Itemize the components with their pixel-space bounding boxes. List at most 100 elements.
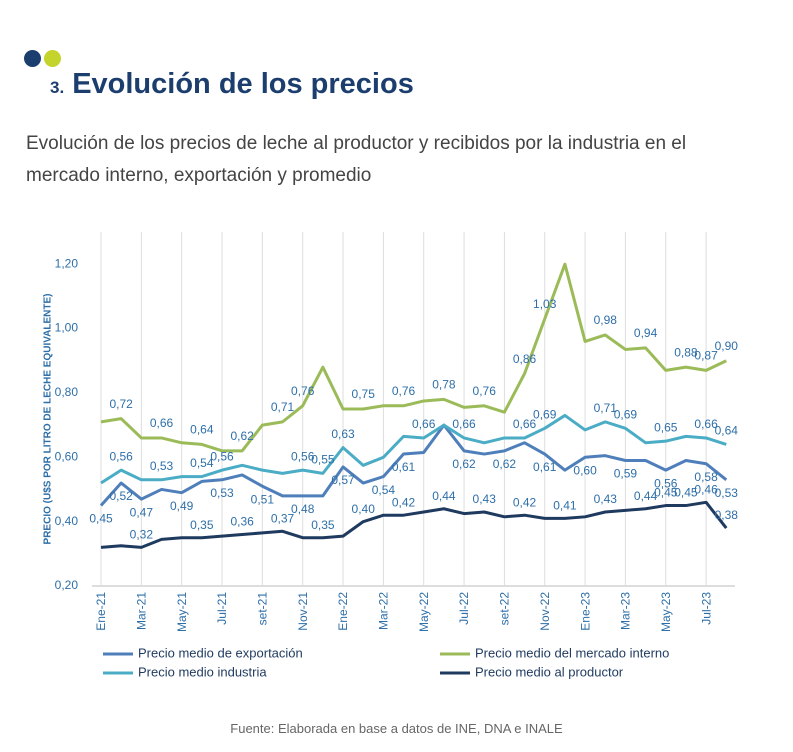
x-tick-label: May-23 (659, 592, 673, 632)
data-label: 0,62 (231, 429, 255, 443)
data-label: 0,57 (331, 473, 355, 487)
data-label: 0,46 (694, 482, 718, 496)
data-label: 0,78 (432, 378, 456, 392)
data-label: 0,54 (190, 456, 214, 470)
x-tick-label: set-21 (256, 592, 270, 626)
x-tick-label: set-22 (498, 592, 512, 626)
data-label: 1,03 (533, 297, 557, 311)
data-label: 0,69 (533, 407, 557, 421)
data-label: 0,64 (190, 423, 214, 437)
x-tick-label: Nov-21 (296, 592, 310, 631)
data-label: 0,56 (654, 476, 678, 490)
x-tick-label: Jul-22 (457, 592, 471, 625)
data-label: 0,35 (311, 518, 335, 532)
x-tick-label: Mar-22 (377, 592, 391, 630)
data-label: 0,45 (89, 512, 113, 526)
y-tick-label: 1,20 (55, 256, 79, 270)
data-label: 0,48 (291, 502, 315, 516)
data-label: 0,63 (331, 427, 355, 441)
x-tick-label: Jul-23 (699, 592, 713, 625)
data-label: 0,65 (654, 420, 678, 434)
data-label: 0,69 (614, 407, 638, 421)
data-label: 0,54 (372, 483, 396, 497)
legend-label: Precio medio industria (138, 664, 267, 679)
data-label: 0,37 (271, 511, 295, 525)
data-label: 0,43 (473, 492, 497, 506)
data-label: 0,76 (291, 384, 315, 398)
data-label: 0,40 (352, 502, 376, 516)
data-label: 0,56 (291, 449, 315, 463)
data-label: 0,51 (251, 492, 275, 506)
data-label: 0,53 (210, 486, 234, 500)
data-label: 0,32 (130, 528, 154, 542)
x-tick-label: Nov-22 (538, 592, 552, 631)
data-label: 0,45 (674, 486, 698, 500)
data-label: 0,62 (493, 457, 517, 471)
x-tick-label: Mar-21 (135, 592, 149, 630)
decor-dots (24, 50, 64, 72)
y-tick-label: 0,20 (55, 578, 79, 592)
data-label: 0,71 (594, 401, 618, 415)
data-label: 0,88 (674, 345, 698, 359)
data-label: 0,43 (594, 492, 618, 506)
header: 3. Evolución de los precios (50, 68, 414, 101)
y-tick-label: 0,40 (55, 514, 79, 528)
data-label: 0,98 (594, 313, 618, 327)
data-label: 0,53 (715, 486, 739, 500)
data-label: 0,62 (452, 457, 476, 471)
data-label: 0,64 (715, 424, 739, 438)
data-label: 0,66 (694, 417, 718, 431)
data-label: 0,42 (513, 495, 537, 509)
data-label: 0,56 (210, 449, 234, 463)
data-label: 0,59 (614, 467, 638, 481)
series-line (100, 413, 727, 485)
series-line (99, 423, 728, 507)
data-label: 0,90 (715, 339, 739, 353)
x-tick-label: May-21 (175, 592, 189, 632)
data-label: 0,66 (452, 417, 476, 431)
y-axis-label: PRECIO (U$S POR LITRO DE LECHE EQUIVALEN… (43, 294, 54, 545)
data-label: 0,60 (573, 463, 597, 477)
x-tick-label: Ene-23 (578, 592, 592, 631)
data-label: 0,94 (634, 326, 658, 340)
data-label: 0,44 (432, 489, 456, 503)
y-tick-label: 0,80 (55, 385, 79, 399)
data-label: 0,87 (694, 349, 718, 363)
series-line (100, 500, 728, 549)
section-number: 3. (50, 78, 65, 97)
y-tick-label: 1,00 (55, 321, 79, 335)
data-label: 0,47 (130, 505, 154, 519)
data-label: 0,75 (352, 387, 376, 401)
data-label: 0,66 (412, 417, 436, 431)
data-label: 0,52 (109, 489, 133, 503)
data-label: 0,61 (392, 460, 416, 474)
x-tick-label: Ene-21 (94, 592, 108, 631)
data-label: 0,58 (694, 470, 718, 484)
data-label: 0,66 (513, 417, 537, 431)
data-label: 0,42 (392, 495, 416, 509)
data-label: 0,49 (170, 499, 194, 513)
data-label: 0,35 (190, 518, 214, 532)
legend-label: Precio medio de exportación (138, 645, 303, 660)
data-label: 0,66 (150, 416, 174, 430)
y-tick-label: 0,60 (55, 449, 79, 463)
series-line (100, 262, 727, 453)
x-tick-label: Ene-22 (336, 592, 350, 631)
data-label: 0,56 (109, 449, 133, 463)
legend-label: Precio medio al productor (475, 664, 624, 679)
source: Fuente: Elaborada en base a datos de INE… (230, 721, 563, 736)
data-label: 0,36 (231, 515, 255, 529)
data-label: 0,76 (392, 384, 416, 398)
data-label: 0,38 (715, 508, 739, 522)
data-label: 0,61 (533, 460, 557, 474)
data-label: 0,55 (311, 453, 335, 467)
title: Evolución de los precios (72, 68, 414, 100)
x-tick-label: Mar-23 (619, 592, 633, 630)
legend-label: Precio medio del mercado interno (475, 645, 669, 660)
data-label: 0,76 (473, 384, 497, 398)
data-label: 0,86 (513, 352, 537, 366)
data-label: 0,72 (109, 397, 133, 411)
data-label: 0,53 (150, 459, 174, 473)
